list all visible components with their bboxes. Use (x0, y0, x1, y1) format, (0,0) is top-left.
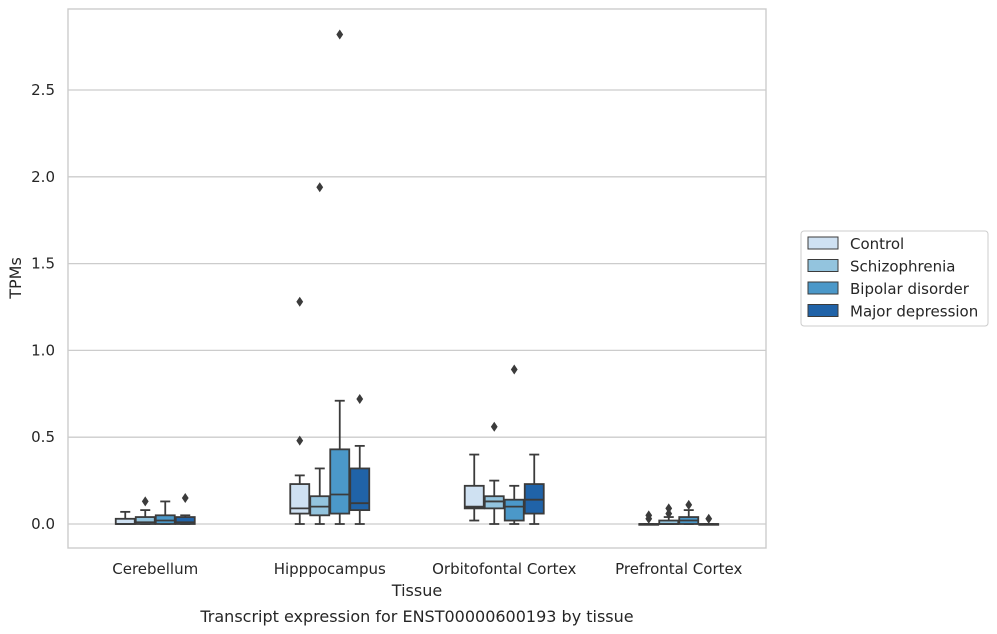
box-plot-area (114, 29, 720, 526)
legend-swatch (807, 281, 839, 295)
box-iqr (463, 484, 485, 510)
x-tick-label: Prefrontal Cortex (615, 560, 742, 578)
y-tick-label: 2.5 (31, 81, 55, 99)
grid-lines (68, 89, 766, 525)
box-control (638, 510, 660, 526)
legend-swatch (807, 236, 839, 250)
y-tick-label: 1.5 (31, 255, 55, 273)
legend-label: Bipolar disorder (850, 280, 970, 298)
box-control (463, 453, 485, 522)
outlier-point (685, 499, 693, 510)
box-major-depression (523, 453, 545, 525)
box-control (114, 510, 136, 525)
outlier-point (141, 496, 149, 507)
legend-label: Control (850, 235, 904, 253)
box-iqr (503, 498, 525, 522)
box-major-depression (349, 394, 371, 525)
outlier-point (181, 492, 189, 503)
y-tick-label: 1.0 (31, 341, 55, 359)
legend-swatch (807, 259, 839, 272)
x-tick-label: Orbitofontal Cortex (432, 560, 576, 578)
box-bipolar-disorder (329, 29, 351, 525)
box-iqr (134, 516, 156, 525)
outlier-point (296, 435, 304, 446)
outlier-point (665, 503, 673, 514)
box-schizophrenia (658, 503, 680, 525)
box-iqr (349, 467, 371, 512)
box-schizophrenia (134, 496, 156, 525)
outlier-point (356, 394, 364, 405)
box-bipolar-disorder (678, 499, 700, 525)
y-tick-label: 0.0 (31, 515, 55, 533)
x-axis-ticks: Cerebellum Hipppocampus Orbitofontal Corte… (112, 560, 742, 578)
legend-swatch (807, 304, 839, 317)
y-axis-label: TPMs (6, 257, 25, 300)
outlier-point (336, 29, 344, 40)
outlier-point (316, 182, 324, 193)
legend-label: Major depression (850, 303, 978, 321)
chart-caption: Transcript expression for ENST0000060019… (199, 607, 633, 626)
box-major-depression (174, 492, 196, 525)
outlier-point (296, 296, 304, 307)
legend: Control Schizophrenia Bipolar disorder Majo… (800, 230, 989, 327)
y-tick-label: 2.0 (31, 168, 55, 186)
box-bipolar-disorder (154, 500, 176, 525)
box-schizophrenia (309, 182, 331, 525)
y-axis-ticks: 0.0 0.5 1.0 1.5 2.0 2.5 (31, 81, 55, 533)
outlier-point (645, 510, 653, 521)
box-major-depression (698, 513, 720, 526)
outlier-point (665, 508, 673, 519)
x-tick-label: Cerebellum (112, 560, 198, 578)
y-tick-label: 0.5 (31, 428, 55, 446)
box-control (289, 296, 311, 525)
outlier-point (490, 421, 498, 432)
outlier-point (705, 513, 713, 524)
plot-frame (67, 8, 767, 549)
box-iqr (174, 516, 196, 525)
x-axis-label: Tissue (391, 581, 442, 600)
box-bipolar-disorder (503, 364, 525, 525)
box-iqr (289, 483, 311, 515)
box-schizophrenia (483, 421, 505, 525)
box-iqr (329, 448, 351, 515)
x-tick-label: Hipppocampus (274, 560, 386, 578)
legend-label: Schizophrenia (850, 258, 955, 276)
legend-frame (800, 230, 989, 327)
outlier-point (510, 364, 518, 375)
